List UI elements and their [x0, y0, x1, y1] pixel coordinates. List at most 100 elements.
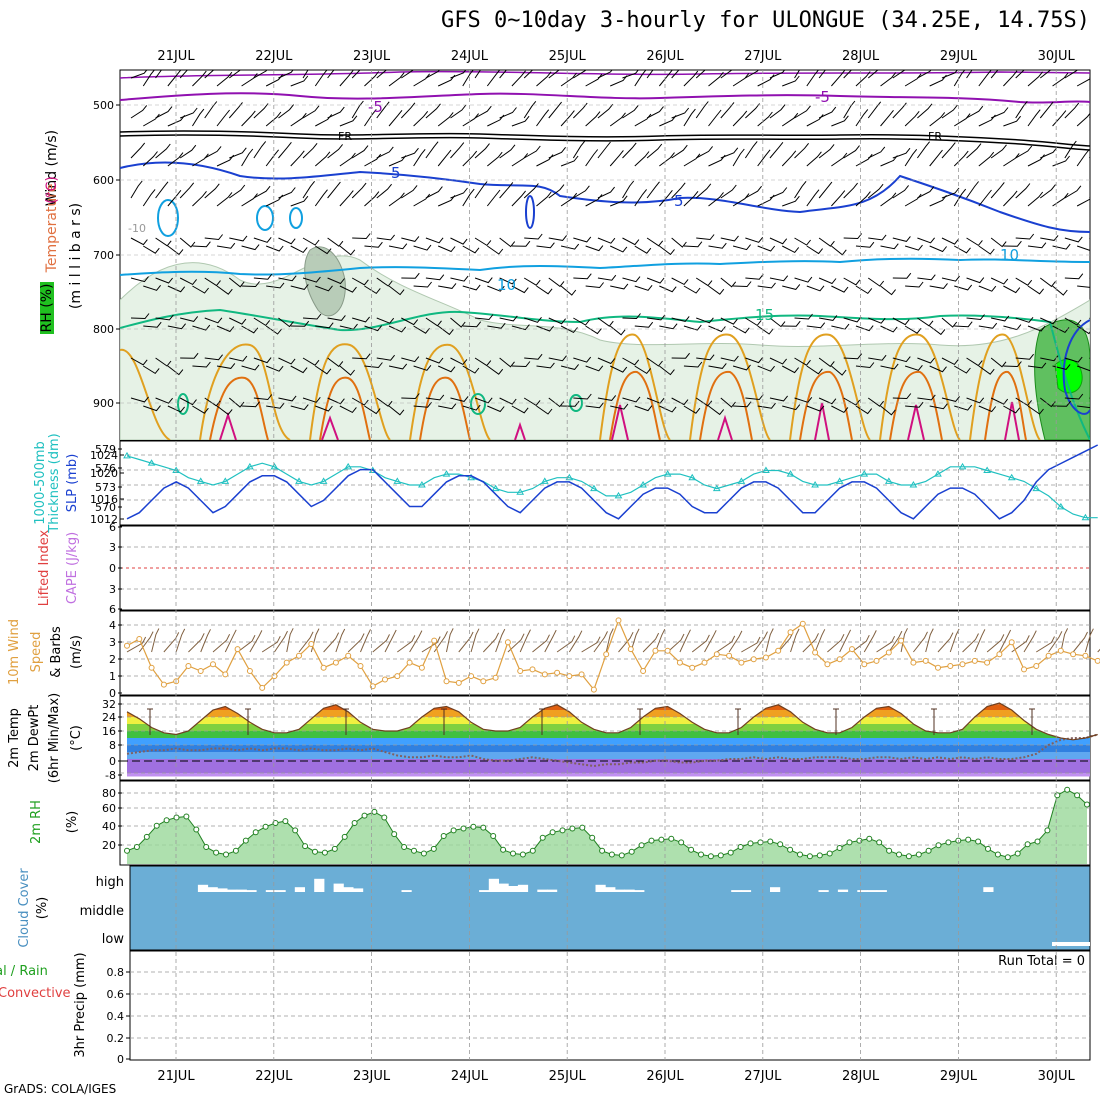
rh-marker [331, 845, 338, 852]
upper-wind-barb [474, 143, 490, 159]
wind-speed-marker [849, 646, 855, 653]
wind-barb [593, 631, 608, 653]
wind-speed-marker [627, 646, 634, 653]
upper-wind-barb [769, 395, 788, 402]
upper-wind-barb [782, 365, 799, 374]
cloud-high-bar [818, 890, 829, 892]
upper-wind-barb [708, 325, 726, 333]
wind-speed-marker [652, 647, 659, 654]
rh-marker [767, 838, 774, 845]
contour-label-m10: -10 [128, 222, 146, 235]
contour-lightblue-cell-1 [157, 199, 179, 237]
upper-wind-barb [585, 194, 603, 207]
wind-barb [544, 629, 557, 653]
contour-blue-5 [120, 161, 1090, 233]
upper-wind-barb [1015, 70, 1025, 79]
upper-wind-barb [364, 241, 383, 248]
upper-wind-barb [241, 110, 256, 127]
upper-wind-barb [806, 114, 824, 127]
wind-speed-marker [320, 664, 327, 671]
bottom-date-label: 23JUL [353, 1069, 391, 1084]
cloud-low-bar [1052, 942, 1090, 946]
upper-wind-barb [634, 245, 652, 254]
rh-marker [183, 813, 190, 820]
temp-color-band [127, 752, 1090, 759]
upper-wind-barb [634, 70, 647, 87]
wind-speed-marker [234, 646, 241, 653]
upper-wind-barb [867, 277, 885, 287]
upper-wind-barb [917, 70, 932, 79]
upper-wind-barb [228, 277, 245, 288]
upper-wind-barb [794, 105, 811, 119]
upper-wind-barb [683, 405, 701, 414]
upper-wind-barb [560, 155, 579, 167]
wind-speed-marker [504, 639, 511, 646]
rh-marker [856, 837, 863, 844]
upper-wind-barb [314, 70, 328, 87]
wind-barb [519, 629, 531, 653]
rh-marker [1084, 801, 1090, 808]
wind-barb [261, 635, 281, 653]
rh-marker [915, 851, 922, 858]
upper-wind-barb [843, 353, 863, 360]
upper-wind-barb [941, 275, 960, 282]
y-tick-label: 0.2 [107, 1032, 125, 1045]
slp-line [126, 444, 1099, 520]
upper-wind-barb [425, 394, 445, 401]
upper-wind-barb [302, 70, 309, 79]
cloud-high-bar [275, 890, 286, 892]
upper-wind-barb [253, 103, 269, 119]
wind-speed-markers [124, 617, 1100, 693]
rh-marker [1024, 841, 1031, 848]
y-tick-label: 6 [109, 603, 116, 616]
upper-wind-barb [868, 146, 886, 159]
upper-wind-barb [904, 73, 922, 87]
upper-wind-barb [757, 245, 776, 252]
upper-wind-barb [253, 317, 271, 327]
upper-wind-barb [1089, 156, 1090, 159]
wind-speed-marker [701, 659, 708, 666]
upper-wind-barb [474, 397, 493, 404]
upper-wind-barb [511, 405, 529, 414]
bottom-date-label: 25JUL [549, 1069, 587, 1084]
upper-wind-barb [720, 317, 738, 325]
rh-marker [975, 838, 982, 845]
upper-wind-barb [130, 313, 150, 320]
thickness-marker [344, 462, 353, 470]
upper-wind-barb [843, 70, 853, 79]
cloud-high-bar [837, 889, 849, 892]
wind-barb [888, 630, 903, 653]
upper-wind-barb [499, 277, 517, 285]
upper-wind-barb [351, 145, 369, 159]
upper-wind-barb [683, 285, 701, 294]
upper-wind-barb [302, 276, 321, 283]
temp-color-band [127, 759, 1090, 773]
cloud-high-bar [740, 890, 752, 892]
wind-barb [568, 630, 583, 653]
upper-wind-barb [782, 284, 801, 290]
wind-barb [495, 628, 506, 653]
upper-wind-barb [241, 244, 260, 251]
wind-barb [790, 628, 800, 653]
upper-wind-barb [167, 245, 184, 256]
upper-wind-barb [892, 356, 911, 363]
wind-speed-marker [984, 659, 991, 666]
upper-wind-barb [548, 235, 567, 241]
wind-barbs [126, 628, 1100, 653]
rh-shading-dark-1 [304, 246, 346, 317]
wind-barb [433, 631, 448, 653]
rh-marker [757, 839, 764, 846]
upper-wind-barb [892, 102, 907, 119]
upper-wind-barb [143, 321, 162, 328]
wind-barb [384, 629, 397, 653]
wind-speed-marker [947, 663, 954, 669]
upper-wind-barb [1089, 397, 1090, 399]
upper-wind-barb [647, 314, 666, 321]
wind-barb [323, 632, 340, 653]
upper-wind-barb [253, 141, 267, 159]
upper-wind-barb [560, 192, 578, 207]
upper-wind-barb [658, 189, 673, 207]
upper-wind-barb [548, 277, 565, 288]
rh-marker [648, 837, 655, 844]
